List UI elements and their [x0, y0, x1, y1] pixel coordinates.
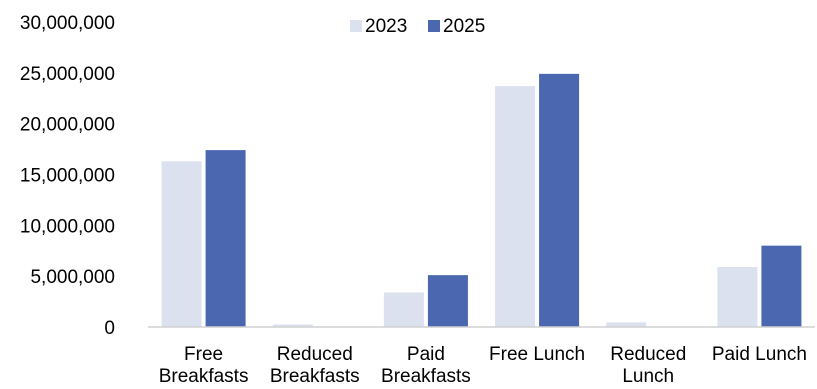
y-tick-label: 5,000,000 — [30, 267, 115, 288]
x-tick-label: Paid Lunch — [712, 344, 807, 365]
x-tick-label-line: Breakfasts — [270, 366, 360, 387]
x-tick-label-line: Reduced — [610, 344, 686, 365]
bar-2025-5 — [761, 245, 802, 327]
x-tick-label: Reduced Lunch — [610, 344, 686, 387]
y-tick-label: 30,000,000 — [20, 13, 115, 34]
y-tick-label: 0 — [104, 318, 115, 339]
x-tick-label-line: Lunch — [622, 366, 674, 387]
legend-label-2025: 2025 — [443, 16, 485, 37]
y-axis-ticks: 0 5,000,000 10,000,000 15,000,000 20,000,000… — [20, 13, 115, 339]
x-tick-label-line: Reduced — [277, 344, 353, 365]
bar-2023-3 — [495, 86, 536, 327]
bar-2025-3 — [539, 73, 580, 327]
bar-2023-1 — [272, 324, 313, 327]
x-tick-label: Free Lunch — [489, 344, 585, 365]
bar-2023-4 — [606, 322, 647, 327]
bar-2025-2 — [427, 275, 468, 327]
legend-swatch-2023 — [350, 20, 362, 32]
x-tick-label-line: Breakfasts — [381, 366, 471, 387]
bars — [161, 73, 802, 327]
legend: 2023 2025 — [350, 16, 485, 37]
bar-2025-0 — [205, 150, 246, 327]
y-tick-label: 15,000,000 — [20, 166, 115, 187]
x-tick-label-line: Free Lunch — [489, 344, 585, 365]
x-tick-label: Reduced Breakfasts — [270, 344, 360, 387]
legend-label-2023: 2023 — [365, 16, 407, 37]
bar-2023-5 — [717, 267, 758, 327]
x-tick-label: Paid Breakfasts — [381, 344, 471, 387]
x-tick-label-line: Free — [184, 344, 223, 365]
x-tick-label-line: Breakfasts — [159, 366, 249, 387]
y-tick-label: 20,000,000 — [20, 115, 115, 136]
y-tick-label: 10,000,000 — [20, 216, 115, 237]
bar-2023-0 — [161, 161, 202, 327]
x-tick-label-line: Paid — [407, 344, 445, 365]
x-tick-label: Free Breakfasts — [159, 344, 249, 387]
x-tick-label-line: Paid Lunch — [712, 344, 807, 365]
y-tick-label: 25,000,000 — [20, 64, 115, 85]
bar-2023-2 — [383, 292, 424, 327]
legend-swatch-2025 — [428, 20, 440, 32]
